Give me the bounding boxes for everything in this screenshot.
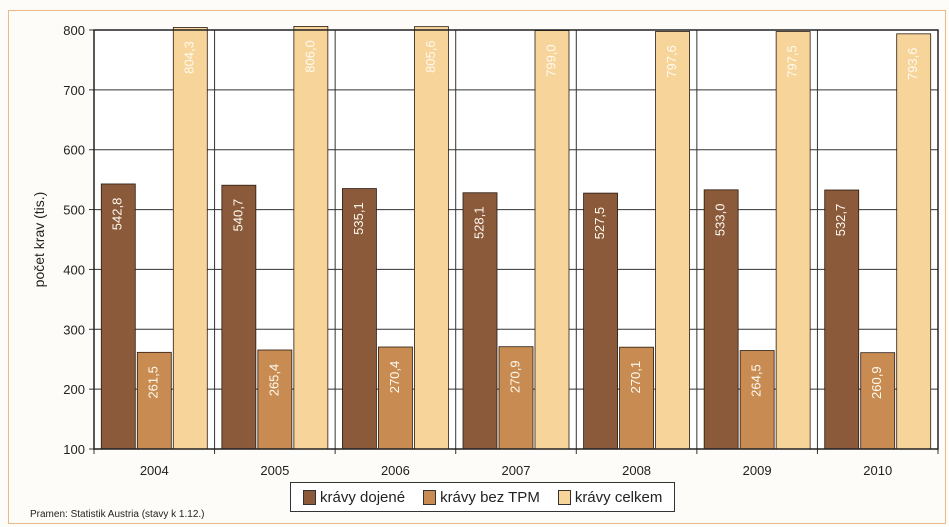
data-label-3-2007: 799,0 — [543, 44, 558, 77]
legend-item-dojene: krávy dojené — [303, 489, 405, 506]
bar-3-2008 — [655, 31, 690, 450]
chart-frame — [8, 10, 946, 524]
data-label-2-2008: 270,1 — [628, 361, 643, 394]
bar-3-2005 — [293, 26, 329, 450]
bar-3-2009 — [775, 31, 811, 450]
bar-2-2008 — [619, 346, 654, 450]
x-tick-label-2004: 2004 — [140, 463, 169, 478]
x-tick-label-2007: 2007 — [502, 463, 531, 478]
bar-2-2005 — [257, 349, 293, 450]
data-label-1-2010: 532,7 — [833, 204, 848, 237]
bar-3-2006 — [414, 26, 449, 450]
x-tick-label-2005: 2005 — [260, 463, 289, 478]
bar-2-2006 — [378, 346, 413, 450]
data-label-3-2008: 797,6 — [664, 45, 679, 78]
x-tick-label-2006: 2006 — [381, 463, 410, 478]
legend-swatch-celkem — [557, 489, 571, 505]
x-tick-label-2008: 2008 — [622, 463, 651, 478]
bar-3-2007 — [534, 30, 570, 450]
bar-3-2004 — [172, 27, 208, 450]
y-tick-label-600: 600 — [63, 143, 85, 158]
data-label-1-2009: 533,0 — [713, 204, 728, 237]
legend-item-bez-tpm: krávy bez TPM — [423, 489, 540, 506]
data-label-1-2008: 527,5 — [592, 207, 607, 240]
y-tick-label-100: 100 — [63, 442, 85, 457]
bar-1-2010 — [824, 189, 860, 450]
data-label-1-2007: 528,1 — [471, 206, 486, 239]
data-label-3-2006: 805,6 — [423, 40, 438, 73]
legend-swatch-dojene — [303, 489, 316, 505]
y-tick-label-700: 700 — [63, 83, 85, 98]
y-tick-label-500: 500 — [63, 203, 85, 218]
bar-1-2004 — [100, 183, 136, 450]
x-tick-label-2009: 2009 — [743, 463, 772, 478]
x-tick-label-2010: 2010 — [863, 463, 892, 478]
bar-2-2007 — [498, 346, 534, 450]
data-label-3-2009: 797,5 — [785, 45, 800, 78]
data-label-3-2010: 793,6 — [905, 48, 920, 81]
data-label-1-2005: 540,7 — [230, 199, 245, 232]
data-label-2-2004: 261,5 — [146, 366, 161, 399]
legend-label-celkem: krávy celkem — [574, 488, 663, 506]
data-label-3-2004: 804,3 — [182, 41, 197, 74]
legend-label-dojene: krávy dojené — [320, 488, 406, 506]
data-label-2-2007: 270,9 — [507, 360, 522, 393]
legend-label-bez-tpm: krávy bez TPM — [440, 488, 540, 506]
bar-1-2009 — [703, 189, 739, 450]
bar-1-2007 — [462, 192, 498, 450]
y-axis-label: počet krav (tis.) — [31, 192, 47, 288]
y-tick-label-200: 200 — [63, 382, 85, 397]
data-label-2-2010: 260,9 — [869, 366, 884, 399]
legend: krávy dojené krávy bez TPM krávy celkem — [290, 482, 676, 512]
y-tick-label-400: 400 — [63, 262, 85, 277]
data-label-1-2004: 542,8 — [110, 198, 125, 231]
legend-item-celkem: krávy celkem — [557, 488, 663, 506]
data-label-3-2005: 806,0 — [302, 40, 317, 73]
bar-1-2005 — [221, 184, 257, 450]
bar-1-2006 — [342, 188, 377, 450]
data-label-2-2005: 265,4 — [266, 364, 281, 397]
data-label-1-2006: 535,1 — [351, 202, 366, 235]
y-tick-label-300: 300 — [63, 322, 85, 337]
bar-3-2010 — [896, 33, 932, 450]
data-label-2-2006: 270,4 — [387, 361, 402, 394]
legend-swatch-bez-tpm — [423, 489, 437, 505]
bar-1-2008 — [583, 192, 618, 450]
bar-2-2009 — [739, 350, 775, 450]
data-label-2-2009: 264,5 — [749, 364, 764, 397]
source-note: Pramen: Statistik Austria (stavy k 1.12.… — [30, 509, 205, 520]
y-tick-label-800: 800 — [63, 23, 85, 38]
plot-border — [93, 29, 939, 450]
bar-2-2010 — [860, 352, 896, 450]
bar-2-2004 — [136, 351, 172, 450]
